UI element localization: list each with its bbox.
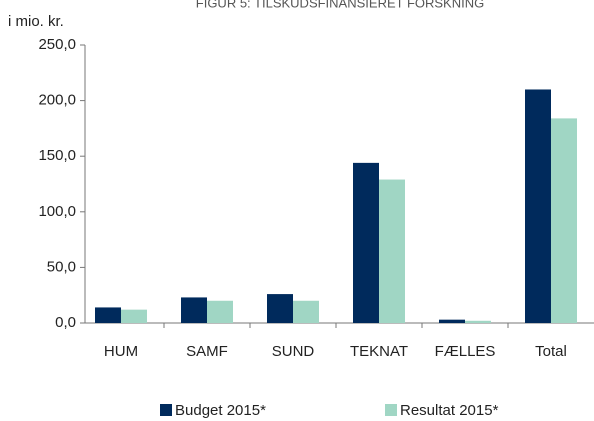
bar [181, 297, 207, 323]
chart-title: FIGUR 5: TILSKUDSFINANSIERET FORSKNING [196, 0, 484, 10]
bar [551, 118, 577, 323]
bar [525, 89, 551, 323]
y-tick-label: 100,0 [38, 203, 76, 220]
bar [439, 319, 465, 323]
legend-label: Resultat 2015* [400, 402, 499, 419]
bar [353, 162, 379, 323]
bar [267, 294, 293, 323]
bar [465, 320, 491, 323]
x-tick-label: TEKNAT [350, 343, 408, 360]
y-tick-label: 250,0 [38, 36, 76, 53]
bar [207, 300, 233, 323]
x-tick-label: SUND [272, 343, 315, 360]
legend-swatch [385, 404, 397, 416]
bar [121, 309, 147, 323]
bar [293, 300, 319, 323]
y-tick-label: 50,0 [47, 258, 76, 275]
x-tick-label: Total [535, 343, 567, 360]
x-tick-label: HUM [104, 343, 138, 360]
y-tick-label: 0,0 [55, 314, 76, 331]
x-tick-label: FÆLLES [435, 343, 496, 360]
y-tick-label: 200,0 [38, 92, 76, 109]
bar [95, 307, 121, 323]
legend-label: Budget 2015* [175, 402, 266, 419]
bar [379, 179, 405, 323]
y-tick-label: 150,0 [38, 147, 76, 164]
y-axis-label: i mio. kr. [8, 13, 64, 30]
x-tick-label: SAMF [186, 343, 228, 360]
legend-swatch [160, 404, 172, 416]
